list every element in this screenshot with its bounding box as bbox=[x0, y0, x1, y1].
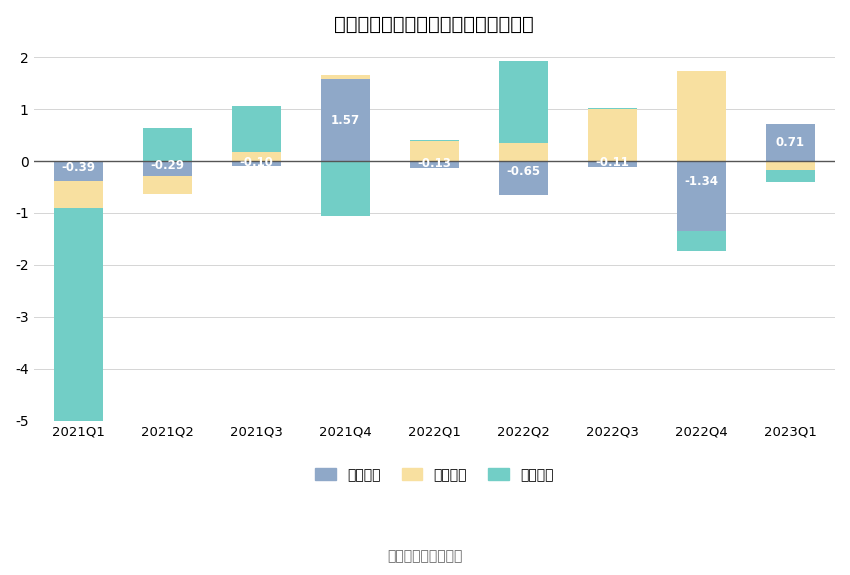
Bar bbox=[499, 161, 548, 195]
Text: -0.65: -0.65 bbox=[507, 164, 541, 178]
Bar bbox=[677, 231, 726, 251]
Bar bbox=[54, 208, 103, 450]
Text: -0.13: -0.13 bbox=[417, 156, 451, 170]
Text: -0.10: -0.10 bbox=[240, 156, 273, 169]
Bar bbox=[143, 161, 191, 176]
Bar bbox=[766, 161, 815, 170]
Bar bbox=[766, 170, 815, 182]
Bar bbox=[54, 161, 103, 181]
Bar bbox=[588, 108, 637, 109]
Bar bbox=[54, 181, 103, 208]
Legend: 经营活动, 笹资活动, 投资活动: 经营活动, 笹资活动, 投资活动 bbox=[309, 461, 560, 489]
Bar bbox=[499, 143, 548, 161]
Bar bbox=[410, 140, 459, 141]
Bar bbox=[677, 71, 726, 161]
Text: 0.71: 0.71 bbox=[776, 136, 805, 149]
Bar bbox=[232, 152, 280, 161]
Bar bbox=[320, 161, 370, 216]
Bar bbox=[766, 124, 815, 161]
Bar bbox=[499, 61, 548, 143]
Bar bbox=[410, 141, 459, 161]
Text: 1.57: 1.57 bbox=[331, 114, 360, 126]
Bar bbox=[588, 109, 637, 161]
Title: 各项现金流净额季度变化情况（亿元）: 各项现金流净额季度变化情况（亿元） bbox=[334, 15, 534, 34]
Text: 数据来源：恒生聚源: 数据来源：恒生聚源 bbox=[388, 550, 462, 564]
Bar bbox=[232, 161, 280, 166]
Text: -1.34: -1.34 bbox=[684, 175, 718, 189]
Text: -0.11: -0.11 bbox=[596, 156, 629, 169]
Bar bbox=[143, 128, 191, 161]
Bar bbox=[232, 106, 280, 152]
Bar bbox=[588, 161, 637, 167]
Bar bbox=[320, 75, 370, 79]
Bar bbox=[143, 176, 191, 194]
Text: -0.39: -0.39 bbox=[61, 160, 95, 174]
Bar bbox=[677, 161, 726, 231]
Text: -0.29: -0.29 bbox=[150, 159, 184, 172]
Bar bbox=[320, 79, 370, 161]
Bar bbox=[410, 161, 459, 168]
